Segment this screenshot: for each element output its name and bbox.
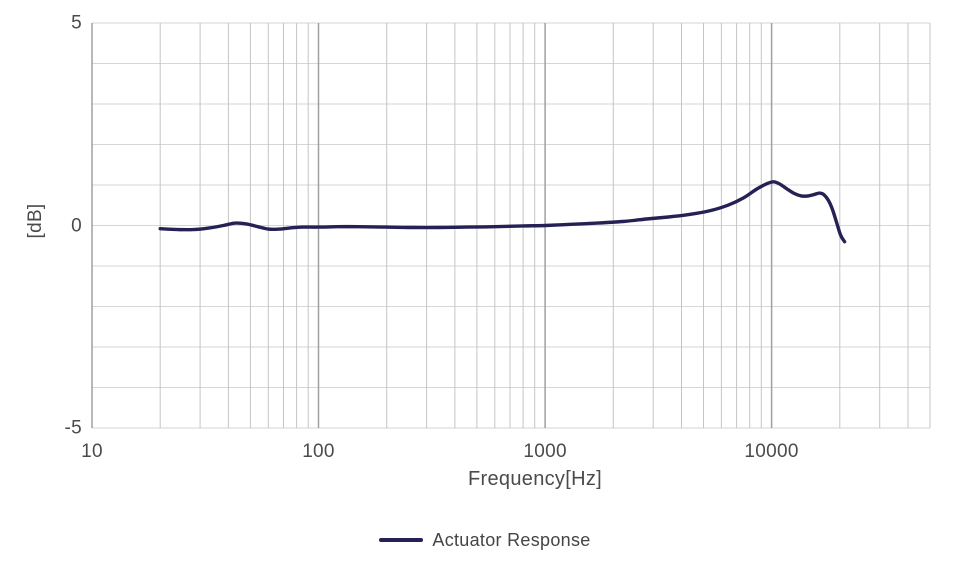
series-line [158, 180, 847, 244]
x-tick-label: 10 [81, 441, 103, 462]
legend-label: Actuator Response [432, 529, 591, 550]
x-tick-label: 10000 [744, 441, 799, 462]
y-tick-label: -5 [64, 417, 82, 439]
legend: Actuator Response [0, 529, 970, 551]
y-tick-label: 0 [71, 215, 82, 236]
y-tick-label: 5 [71, 12, 82, 34]
x-axis-title: Frequency[Hz] [468, 468, 602, 490]
x-tick-label: 1000 [523, 441, 567, 462]
x-tick-label: 100 [302, 441, 335, 462]
legend-line-swatch [379, 538, 424, 542]
